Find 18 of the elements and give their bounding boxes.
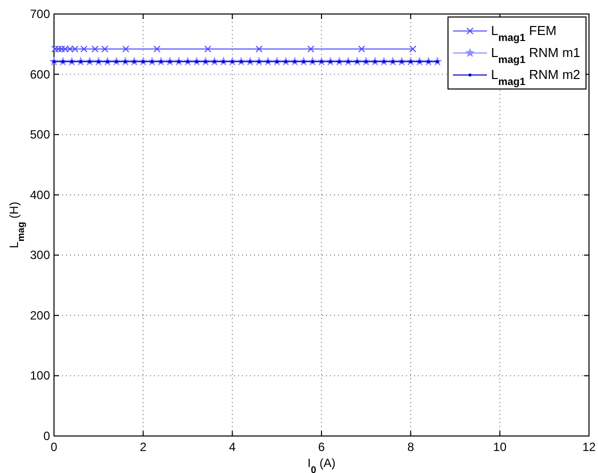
legend-label: L$_{mag1}$ RNM m2 — [491, 67, 580, 88]
x-tick-label: 12 — [582, 440, 596, 454]
y-tick-label: 100 — [30, 368, 50, 383]
y-tick-label: 400 — [30, 188, 50, 202]
x-tick-label: 4 — [228, 440, 236, 454]
legend-label: L$_{mag1}$ RNM m1 — [491, 45, 580, 66]
y-tick-label: 500 — [30, 128, 50, 142]
x-tick-label: 8 — [407, 440, 414, 454]
y-tick-label: 600 — [30, 67, 50, 82]
legend-label: L$_{mag1}$ FEM — [491, 23, 556, 44]
x-tick-label: 2 — [140, 440, 147, 454]
y-tick-label: 300 — [30, 248, 50, 262]
y-tick-label: 200 — [30, 308, 50, 322]
y-tick-label: 0 — [43, 429, 50, 443]
x-tick-label: 10 — [493, 440, 507, 454]
x-axis-title: I$_{0}$ (A) — [307, 456, 336, 473]
x-tick-label: 6 — [318, 440, 326, 454]
y-tick-label: 700 — [30, 7, 50, 21]
